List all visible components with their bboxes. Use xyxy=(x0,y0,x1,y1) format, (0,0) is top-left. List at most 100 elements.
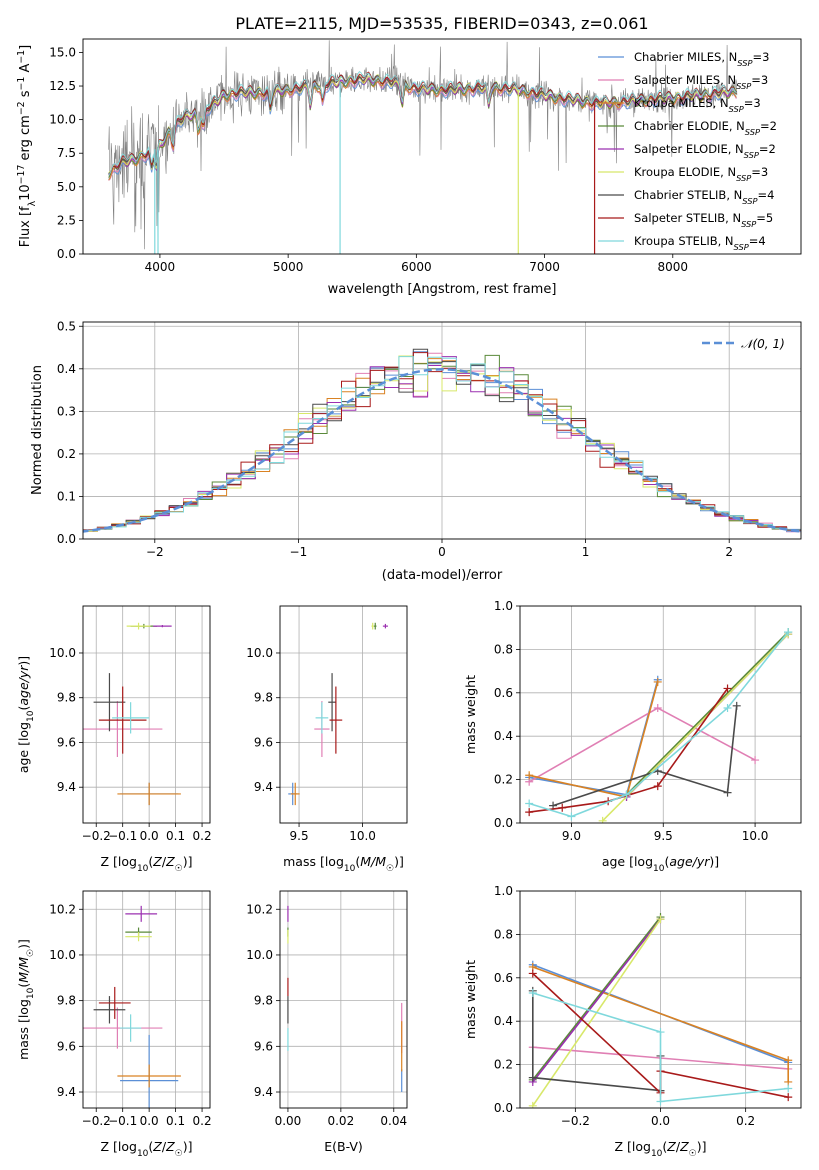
spectrum-frame xyxy=(82,38,802,255)
y-tick-label: 0.0 xyxy=(57,532,76,546)
x-tick-label: 0.02 xyxy=(327,1114,354,1128)
x-tick-label: 5000 xyxy=(273,260,304,274)
x-axis-label-part: ( xyxy=(664,854,669,869)
x-tick-label: 1 xyxy=(582,545,590,559)
mass-vs-Z-axes: −0.2−0.1 0.0 0.1 0.2 9.4 9.6 9.8 10.0 10.2 Z [log… xyxy=(16,890,212,1159)
weight-point-marker xyxy=(622,790,631,799)
y-tick-label: 9.6 xyxy=(254,1039,273,1053)
mass-vs-EBV-frame-group: 0.00 0.02 0.04 9.4 9.6 9.8 10.0 10.2 E(B-V) xyxy=(246,890,408,1154)
weight-series-line xyxy=(625,631,789,796)
y-axis-label-part: ] xyxy=(18,45,33,50)
y-tick-label: 0.8 xyxy=(494,927,513,941)
x-tick-label: 0.2 xyxy=(193,1114,212,1128)
weight-point-marker xyxy=(525,771,534,780)
y-tick-label: 9.4 xyxy=(57,780,76,794)
y-tick-label: 0.0 xyxy=(494,816,513,830)
legend-entry: Chabrier MILES, NSSP=3 xyxy=(634,50,769,68)
y-axis-label: mass weight xyxy=(463,675,478,754)
y-tick-label: 10.0 xyxy=(49,646,76,660)
weight-point-marker xyxy=(784,1056,793,1065)
x-axis-label-part: ☉ xyxy=(386,864,394,874)
age-vs-Z-frame-group: −0.2−0.1 0.0 0.1 0.29.49.69.810.0Z [log10(Z… xyxy=(16,605,212,874)
age-vs-mass-frame-group: 9.5 10.0 9.4 9.6 9.8 10.0 mass [log10(M/M☉)] xyxy=(246,605,408,874)
weight-point-marker xyxy=(567,812,576,821)
x-axis-label-part: Z xyxy=(679,1139,689,1154)
x-tick-label: 0.2 xyxy=(736,1114,755,1128)
x-axis-label-part: Z [log xyxy=(100,1139,136,1154)
x-axis-label-part: ( xyxy=(148,1139,153,1154)
x-axis-label-part: 10 xyxy=(344,864,356,874)
model-spectrum-line xyxy=(108,71,737,176)
mass-weight-vs-Z-frame xyxy=(519,890,802,1109)
y-tick-label: 1.0 xyxy=(494,599,513,613)
mass-weight-vs-age-plot-area xyxy=(520,606,801,823)
weight-point-marker xyxy=(656,1097,665,1106)
legend-entry: Chabrier STELIB, NSSP=4 xyxy=(634,188,774,206)
y-axis-label-part: 10 xyxy=(18,184,33,201)
weight-series-line xyxy=(532,918,662,1083)
legend-entry-part: =3 xyxy=(751,165,768,179)
x-axis-label-part: Z xyxy=(165,854,175,869)
x-axis-label: Z [log10(Z/Z☉)] xyxy=(614,1139,706,1159)
weight-point-marker xyxy=(656,915,665,924)
y-tick-label: 0.4 xyxy=(494,1014,513,1028)
age-vs-Z-frame xyxy=(82,605,211,824)
legend-entry-part: Kroupa MILES, N xyxy=(634,96,729,110)
x-tick-label: 2 xyxy=(725,545,733,559)
normal-curve xyxy=(83,368,801,533)
legend-entry-part: Chabrier STELIB, N xyxy=(634,188,742,202)
weight-point-marker xyxy=(525,808,534,817)
legend-entry-part: SSP xyxy=(736,81,751,91)
x-tick-label: −1 xyxy=(290,545,308,559)
y-tick-label: 9.6 xyxy=(57,735,76,749)
y-axis-label-part: −17 xyxy=(16,165,27,185)
x-axis-label-part: Z xyxy=(152,1139,162,1154)
y-axis-label-part: ( xyxy=(16,983,31,988)
legend-entry-part: =4 xyxy=(757,188,774,202)
x-tick-label: 9.5 xyxy=(290,829,309,843)
x-axis-label-part: age [log xyxy=(602,854,653,869)
weight-point-marker xyxy=(598,816,607,823)
y-axis-label-part: −1 xyxy=(16,50,27,64)
y-axis-label-part: ☉ xyxy=(26,949,36,957)
weight-point-marker xyxy=(653,677,662,686)
x-axis-label-part: )] xyxy=(394,854,404,869)
legend-entry-part: SSP xyxy=(742,196,757,206)
legend-entry-part: Salpeter STELIB, N xyxy=(634,211,741,225)
x-axis-label-part: ☉ xyxy=(175,1149,183,1159)
spectrum-plot-area xyxy=(108,40,738,254)
legend-entry-part: Salpeter MILES, N xyxy=(634,73,736,87)
x-axis-label-part: Z [log xyxy=(100,854,136,869)
x-axis-label-part: )] xyxy=(183,854,193,869)
x-axis-label: (data-model)/error xyxy=(382,568,503,583)
x-axis-label-part: 10 xyxy=(137,864,149,874)
legend-entry: 𝒩(0, 1) xyxy=(741,337,785,351)
y-tick-label: 0.0 xyxy=(494,1101,513,1115)
y-tick-label: 9.6 xyxy=(254,735,273,749)
legend-entry-part: SSP xyxy=(729,104,744,114)
mass-vs-Z-frame-group: −0.2−0.1 0.0 0.1 0.2 9.4 9.6 9.8 10.0 10.2 Z [log… xyxy=(16,890,212,1159)
y-tick-label: 0.2 xyxy=(57,447,76,461)
histogram-frame xyxy=(82,321,802,540)
y-tick-label: 12.5 xyxy=(49,79,76,93)
x-tick-label: 4000 xyxy=(145,260,176,274)
x-tick-label: −0.2 xyxy=(561,1114,590,1128)
plot-layer: 4000 5000 6000 7000 80000.02.55.07.510.012.5… xyxy=(16,38,802,1159)
x-axis-label-part: 10 xyxy=(651,1149,663,1159)
weight-point-marker xyxy=(751,756,760,765)
x-tick-label: −0.1 xyxy=(108,829,137,843)
histogram-series xyxy=(83,356,801,534)
weight-point-marker xyxy=(653,782,662,791)
y-tick-label: 0.6 xyxy=(494,971,513,985)
x-axis-label-part: mass [log xyxy=(283,854,344,869)
x-tick-label: 10.0 xyxy=(349,829,376,843)
x-axis-label-part: 10 xyxy=(653,864,665,874)
legend-entry-part: =3 xyxy=(744,96,761,110)
weight-point-marker xyxy=(656,1028,665,1037)
x-tick-label: 0.1 xyxy=(166,1114,185,1128)
y-axis-label-part: age/yr xyxy=(16,665,31,706)
y-axis-label: mass [log10(M/M☉)] xyxy=(16,939,36,1060)
mass-vs-EBV-axes: 0.00 0.02 0.04 9.4 9.6 9.8 10.0 10.2 E(B-V) xyxy=(246,890,408,1154)
legend-entry-part: =2 xyxy=(759,142,776,156)
